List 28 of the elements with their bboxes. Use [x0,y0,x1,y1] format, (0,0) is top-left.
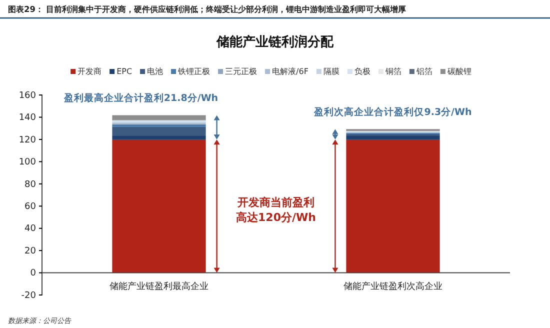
legend-label: 负极 [354,67,370,76]
x-tick-label: 储能产业链盈利最高企业 [110,280,208,292]
y-tick-label: 160 [18,90,36,101]
legend-label: 电池 [147,67,164,76]
y-tick-label: 80 [24,180,36,190]
legend-label: 铜箔 [384,67,402,76]
y-tick-label: 20 [24,246,36,256]
legend-label: 隔膜 [323,67,340,76]
annotation: 开发商当前盈利高达120分/Wh [236,196,316,224]
y-tick-label: 0 [30,268,36,279]
legend-label: 三元正极 [225,67,258,76]
legend-label: 铝箔 [415,67,432,76]
y-tick-label: 140 [18,113,36,124]
legend-label: 电解液/6F [272,67,309,76]
y-tick-label: -20 [21,290,36,301]
annotation: 盈利次高企业合计盈利仅9.3分/Wh [313,106,472,118]
x-tick-label: 储能产业链盈利次高企业 [344,280,442,292]
legend-label: 碳酸锂 [446,67,472,76]
legend-label: 开发商 [78,67,102,76]
y-tick-label: 120 [18,135,36,146]
legend-label: EPC [116,67,132,76]
y-tick-label: 60 [24,202,36,212]
legend-label: 铁锂正极 [177,67,210,76]
y-tick-label: 100 [18,158,36,168]
annotation: 盈利最高企业合计盈利21.8分/Wh [62,92,218,104]
chart-title: 储能产业链利润分配 [216,34,334,50]
chart-subtitle: 图表29： 目前利润集中于开发商，硬件供应链利润低；终端受让少部分利润，锂电中游制造业盈利即可大幅增厚 [8,4,406,14]
y-tick-label: 40 [24,224,36,234]
